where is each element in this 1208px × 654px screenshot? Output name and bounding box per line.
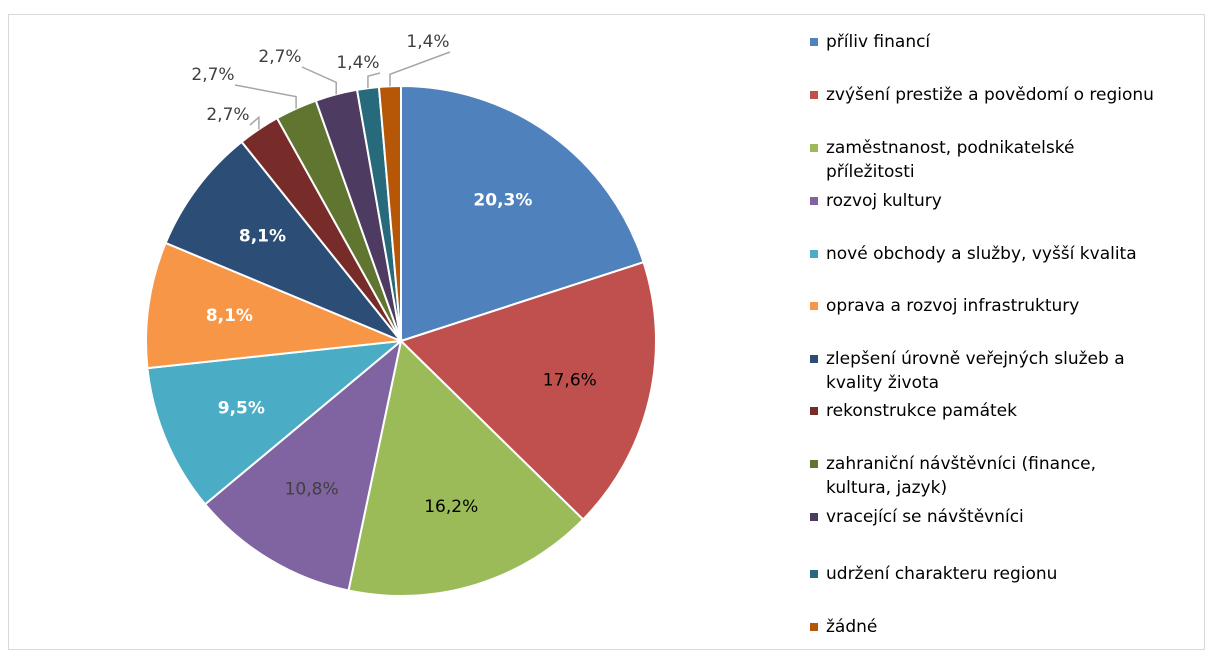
leader-line	[389, 51, 451, 87]
data-label: 9,5%	[218, 399, 265, 419]
pie-slice	[400, 84, 645, 343]
data-label: 1,4%	[336, 53, 379, 73]
pie-slice	[164, 140, 402, 342]
data-label: 2,7%	[206, 105, 249, 125]
legend-marker	[810, 460, 818, 468]
data-label: 8,1%	[206, 306, 253, 326]
legend-marker	[810, 513, 818, 521]
leader-line	[367, 72, 381, 89]
legend-label: žádné	[826, 617, 878, 637]
legend-label: zlepšení úrovně veřejných služeb a kvali…	[826, 349, 1125, 393]
legend-label: vracející se návštěvníci	[826, 507, 1024, 527]
legend-label: zaměstnanost, podnikatelské příležitosti	[826, 138, 1075, 182]
data-label: 8,1%	[239, 227, 286, 247]
legend-marker	[810, 570, 818, 578]
legend-marker	[810, 355, 818, 363]
leader-line	[234, 84, 297, 109]
data-label: 17,6%	[543, 371, 597, 391]
pie-slice	[399, 260, 657, 521]
legend-marker	[810, 38, 818, 46]
legend-label: rekonstrukce památek	[826, 401, 1017, 421]
data-label: 2,7%	[191, 65, 234, 85]
pie-slice	[145, 241, 402, 370]
legend-label: zvýšení prestiže a povědomí o regionu	[826, 85, 1154, 105]
legend-marker	[810, 623, 818, 631]
data-label: 10,8%	[285, 480, 339, 500]
pie-slice	[347, 339, 585, 597]
data-label: 16,2%	[424, 497, 478, 517]
legend-marker	[810, 407, 818, 415]
data-label: 1,4%	[406, 32, 449, 52]
legend-marker	[810, 144, 818, 152]
legend-label: udržení charakteru regionu	[826, 564, 1058, 584]
legend-label: oprava a rozvoj infrastruktury	[826, 296, 1080, 316]
legend-marker	[810, 91, 818, 99]
pie-slice	[146, 339, 405, 506]
legend-label: rozvoj kultury	[826, 191, 942, 211]
legend-label: zahraniční návštěvníci (finance, kultura…	[826, 454, 1097, 498]
leader-line	[249, 115, 260, 130]
legend-label: příliv financí	[826, 32, 931, 52]
pie-slice	[203, 338, 403, 592]
data-label: 20,3%	[473, 191, 532, 211]
leader-line	[301, 66, 337, 95]
data-label: 2,7%	[258, 47, 301, 67]
legend-marker	[810, 197, 818, 205]
legend-label: nové obchody a služby, vyšší kvalita	[826, 244, 1137, 264]
legend-marker	[810, 302, 818, 310]
legend-marker	[810, 250, 818, 258]
chart-frame	[8, 14, 1205, 650]
